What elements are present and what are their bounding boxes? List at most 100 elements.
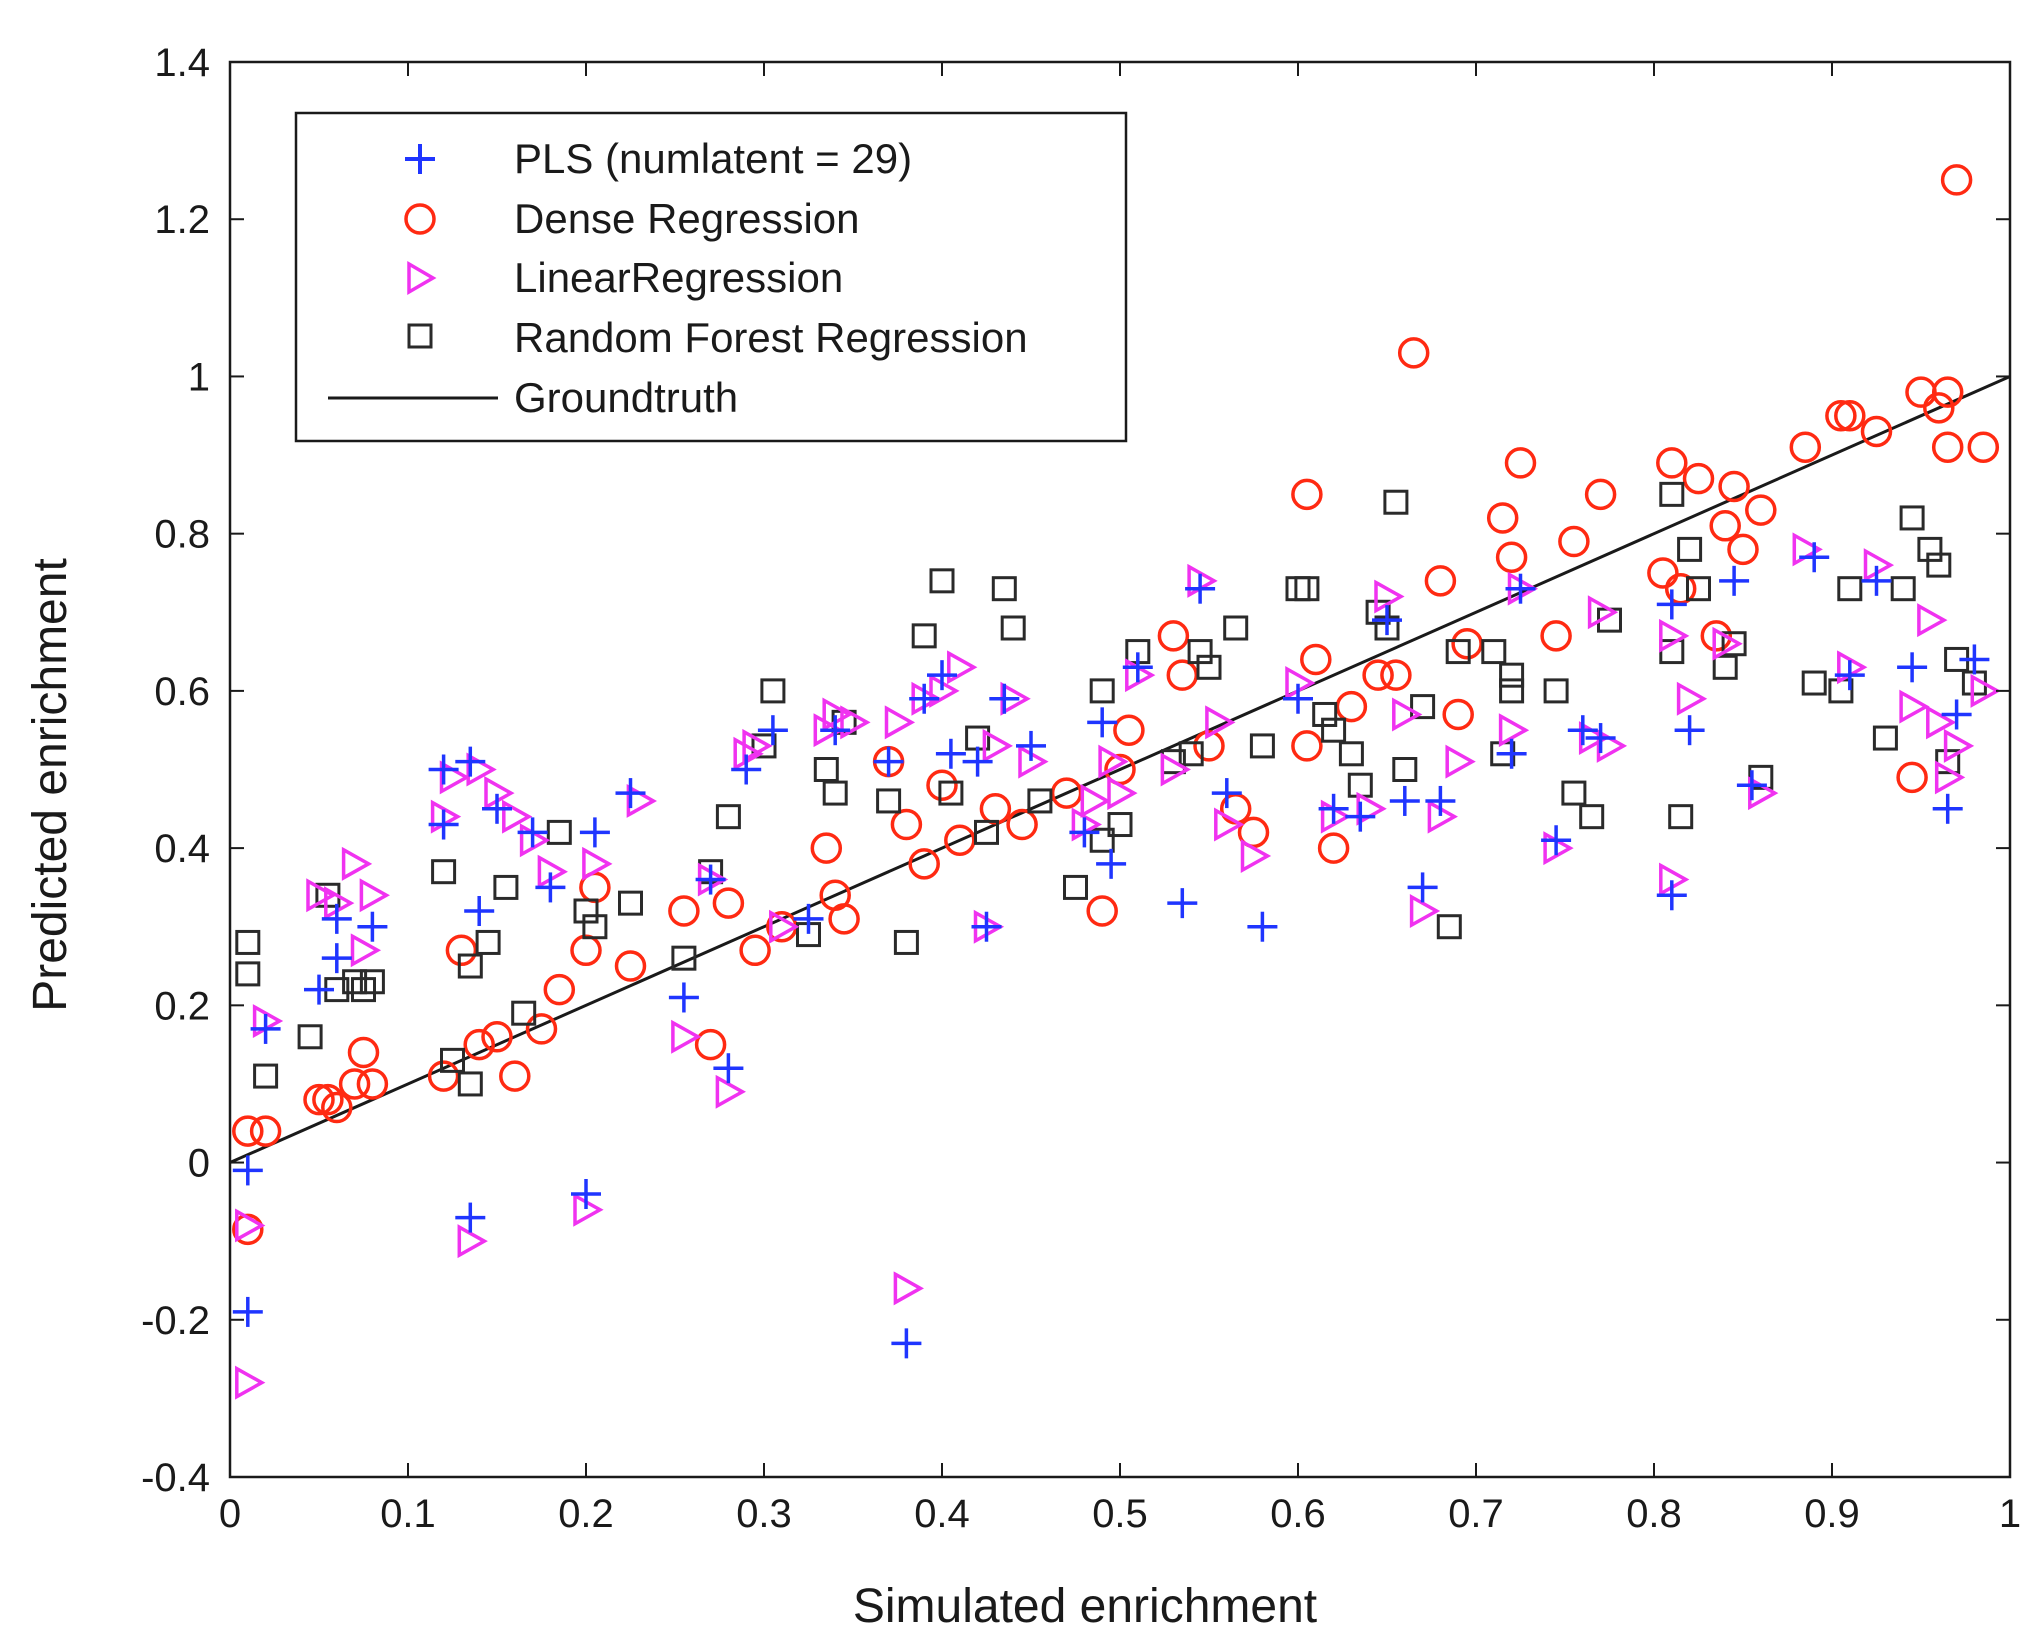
pls-point [1167, 888, 1198, 919]
legend-label-linear-regression: LinearRegression [514, 254, 843, 301]
random-forest-point [1499, 678, 1525, 704]
pls-point [909, 683, 940, 714]
random-forest-point [1089, 678, 1115, 704]
random-forest-point [457, 953, 483, 979]
y-axis-label: Predicted enrichment [24, 558, 77, 1012]
linear-regression-point [582, 846, 613, 881]
dense-regression-point [1700, 620, 1733, 652]
pls-point [1122, 652, 1153, 683]
random-forest-point [1027, 788, 1053, 814]
pls-point [321, 903, 352, 934]
pls-point [428, 809, 459, 840]
dense-regression-point [1495, 541, 1528, 573]
dense-regression-point [1335, 690, 1368, 723]
linear-regression-point [1943, 728, 1975, 763]
legend-label-pls: PLS (numlatent = 29) [514, 135, 912, 182]
pls-point [1372, 605, 1402, 636]
random-forest-point [1561, 780, 1587, 806]
linear-regression-point [742, 728, 773, 763]
random-forest-point [351, 977, 376, 1003]
dense-regression-point [481, 1021, 513, 1053]
linear-regression-point [1587, 595, 1619, 630]
random-forest-point [1000, 615, 1026, 641]
legend-entry-linear-regression: LinearRegression [407, 254, 843, 301]
dense-regression-point [1540, 620, 1572, 652]
random-forest-point [1926, 552, 1952, 578]
dense-regression-point [232, 1115, 264, 1147]
random-forest-point [893, 929, 919, 955]
linear-regression-point [1899, 689, 1930, 724]
random-forest-point [1890, 576, 1916, 602]
linear-regression-point [671, 1019, 702, 1054]
random-forest-point [1063, 874, 1088, 900]
x-tick-label: 0.6 [1270, 1492, 1326, 1536]
pls-point [1719, 565, 1750, 596]
random-forest-point [911, 623, 937, 649]
dense-regression-point [1504, 447, 1537, 479]
pls-point [1069, 817, 1100, 848]
pls-point [1674, 715, 1705, 746]
pls-point [571, 1179, 601, 1209]
pls-point [455, 1202, 486, 1233]
x-tick-label: 0.3 [736, 1492, 792, 1536]
legend-entry-pls: PLS (numlatent = 29) [405, 135, 912, 182]
dense-regression-point [1166, 659, 1199, 691]
linear-regression-point [1098, 744, 1129, 779]
pls-point [731, 754, 762, 785]
dense-regression-point [890, 808, 923, 841]
random-forest-point [1899, 505, 1925, 531]
linear-regression-point [813, 713, 844, 748]
pls-point [1247, 911, 1278, 942]
pls-point [1211, 778, 1242, 809]
random-forest-point [342, 969, 368, 995]
random-forest-point [1107, 812, 1133, 838]
dense-regression-point [1896, 761, 1928, 794]
random-forest-point [1837, 576, 1863, 602]
pls-point [1096, 848, 1127, 879]
dense-regression-point [463, 1028, 495, 1061]
dense-regression-point [1923, 392, 1955, 424]
linear-regression-point [947, 650, 978, 685]
linear-regression-point [840, 705, 871, 740]
legend-entry-groundtruth: Groundtruth [328, 374, 738, 421]
y-tick-label: -0.4 [141, 1456, 210, 1500]
dense-regression-point [1380, 659, 1412, 691]
linear-regression-point [1080, 783, 1111, 818]
pls-point [1185, 573, 1216, 604]
random-forest-point [1338, 741, 1364, 767]
pls-point [1496, 738, 1527, 769]
pls-point [1087, 707, 1118, 738]
random-forest-point [1187, 639, 1213, 665]
data-layer [230, 164, 2010, 1400]
pls-point [1834, 660, 1865, 691]
random-forest-point [1312, 701, 1338, 727]
random-forest-point [760, 678, 786, 704]
random-forest-point [1721, 631, 1747, 657]
dense-regression-point [1709, 510, 1741, 542]
y-tick-label: 1.4 [154, 41, 210, 85]
random-forest-point [1410, 694, 1436, 720]
dense-regression-point [1362, 659, 1394, 691]
x-axis-label: Simulated enrichment [853, 1580, 1317, 1633]
pls-point [1799, 542, 1830, 573]
linear-regression-point [884, 705, 916, 740]
pls-point [1541, 825, 1572, 856]
linear-regression-point [1392, 697, 1423, 732]
linear-regression-point [1917, 603, 1948, 638]
dense-regression-point [1291, 730, 1323, 762]
pls-point [232, 1296, 263, 1327]
pls-point [304, 974, 334, 1005]
x-tick-label: 0 [219, 1492, 241, 1536]
dense-regression-point [1647, 557, 1679, 589]
random-forest-point [1481, 639, 1507, 665]
dense-regression-point [1006, 808, 1038, 841]
pls-point [1656, 880, 1687, 911]
random-forest-point [938, 780, 964, 806]
linear-regression-point [359, 878, 390, 913]
random-forest-point [1668, 804, 1694, 830]
random-forest-point [1321, 717, 1347, 743]
series-square [235, 481, 1987, 1097]
legend-marker-triangle [407, 260, 437, 296]
pls-point [1407, 872, 1438, 903]
series-plus [232, 542, 1990, 1359]
